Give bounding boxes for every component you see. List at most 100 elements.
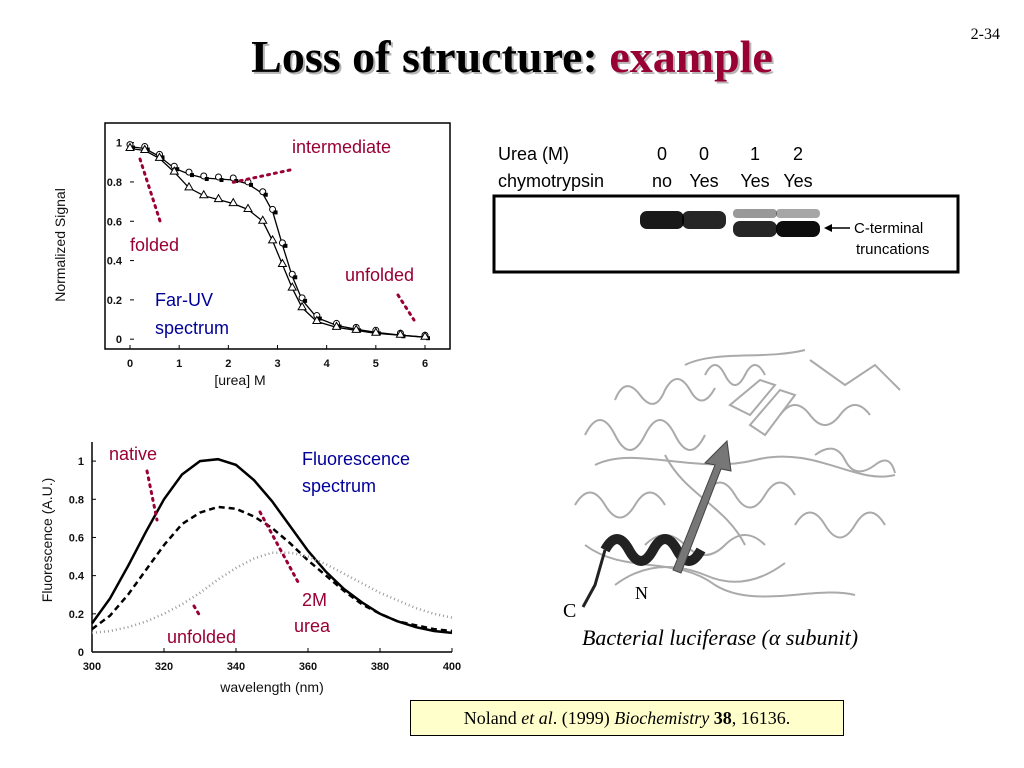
y-tick-label: 0 bbox=[78, 647, 84, 659]
data-point-triangle bbox=[267, 234, 278, 244]
x-tick-label: 380 bbox=[371, 661, 389, 673]
x-tick-label: 340 bbox=[227, 661, 245, 673]
citation-author: Noland bbox=[463, 708, 517, 728]
fluorescence-xlabel: wavelength (nm) bbox=[219, 679, 324, 695]
gel-band-truncation bbox=[776, 221, 820, 237]
annotation-2m-line2: urea bbox=[294, 616, 331, 636]
annotation-unfolded: unfolded bbox=[345, 265, 414, 285]
data-point-triangle bbox=[125, 142, 135, 152]
gel-figure: Urea (M) chymotrypsin 0 no 0 Yes 1 Yes 2… bbox=[492, 144, 960, 274]
structure-caption: Bacterial luciferase (α subunit) bbox=[581, 625, 859, 650]
gel-band-upper bbox=[776, 209, 820, 218]
data-point-triangle bbox=[297, 301, 307, 311]
far-uv-chart: 0 1 2 3 4 5 600.20.40.60.81 Normalized Signal … bbox=[52, 122, 451, 388]
data-point-triangle bbox=[139, 144, 150, 154]
data-point-triangle bbox=[243, 203, 253, 212]
x-tick-label: 400 bbox=[443, 661, 461, 673]
title-accent: example bbox=[609, 31, 773, 82]
data-point-triangle bbox=[198, 189, 209, 199]
x-tick-label: 0 bbox=[127, 358, 133, 370]
folded-pointer bbox=[138, 157, 162, 223]
fluor-unfolded-pointer bbox=[192, 604, 202, 618]
series-line-2 bbox=[91, 505, 453, 633]
gel-frame bbox=[492, 194, 960, 274]
highlighted-beta-strand bbox=[672, 439, 732, 574]
x-tick-label: 3 bbox=[274, 358, 280, 370]
citation-year: . (1999) bbox=[552, 708, 610, 728]
data-point-square bbox=[219, 178, 224, 183]
annotation-fluor-unfolded: unfolded bbox=[167, 627, 236, 647]
slide-number: 2-34 bbox=[970, 26, 1000, 43]
citation-et-al: et al bbox=[521, 708, 553, 728]
gel-urea-label: Urea (M) bbox=[498, 144, 569, 164]
y-tick-label: 0.8 bbox=[107, 177, 122, 189]
2m-pointer bbox=[258, 510, 300, 584]
lane-4-chymotrypsin: Yes bbox=[783, 171, 812, 191]
fluorescence-chart: 300 320 340 360 380 400 0 0.2 0.4 0.6 0.8 1 Fluores… bbox=[39, 442, 461, 695]
data-point-triangle bbox=[420, 331, 430, 340]
citation-box: Noland et al. (1999) Biochemistry 38, 16… bbox=[410, 700, 844, 736]
data-point-triangle bbox=[351, 324, 362, 333]
y-tick-label: 0.2 bbox=[107, 295, 122, 307]
data-point-triangle bbox=[228, 197, 239, 207]
data-point-square bbox=[263, 192, 268, 197]
y-tick-label: 0.2 bbox=[69, 609, 84, 621]
data-point-square bbox=[303, 298, 308, 303]
data-point-triangle bbox=[154, 152, 165, 161]
citation-pages: , 16136. bbox=[731, 708, 791, 728]
lane-4-urea: 2 bbox=[793, 144, 803, 164]
annotation-fluor-line1: Fluorescence bbox=[302, 449, 410, 469]
data-point-triangle bbox=[213, 193, 224, 203]
data-point-square bbox=[175, 167, 180, 172]
data-point-square bbox=[160, 155, 165, 160]
intermediate-pointer bbox=[228, 168, 292, 185]
gel-band-truncation bbox=[733, 221, 777, 237]
x-tick-label: 300 bbox=[83, 661, 101, 673]
data-point-square bbox=[317, 316, 322, 321]
data-point-square bbox=[283, 243, 288, 248]
y-tick-label: 0.8 bbox=[69, 494, 84, 506]
title-main: Loss of structure: bbox=[251, 31, 598, 82]
data-point-triangle bbox=[311, 315, 322, 324]
citation-journal: Biochemistry bbox=[614, 708, 710, 728]
x-tick-label: 5 bbox=[373, 358, 379, 370]
far-uv-xlabel: [urea] M bbox=[214, 372, 265, 388]
c-terminal-tail bbox=[581, 549, 607, 608]
data-point-triangle bbox=[277, 258, 288, 267]
annotation-fluor-line2: spectrum bbox=[302, 476, 376, 496]
gel-chymotrypsin-label: chymotrypsin bbox=[498, 171, 604, 191]
y-tick-label: 0.6 bbox=[107, 216, 122, 228]
y-tick-label: 1 bbox=[78, 456, 84, 468]
y-tick-label: 1 bbox=[116, 138, 122, 150]
data-point-triangle bbox=[287, 282, 298, 291]
x-tick-label: 320 bbox=[155, 661, 173, 673]
fluorescence-ylabel: Fluorescence (A.U.) bbox=[39, 478, 55, 602]
citation-volume: 38 bbox=[713, 708, 732, 728]
gel-band-upper bbox=[733, 209, 777, 218]
data-point-triangle bbox=[370, 327, 381, 336]
data-point-triangle bbox=[395, 329, 406, 338]
band-label-line1: C-terminal bbox=[854, 220, 923, 237]
x-tick-label: 360 bbox=[299, 661, 317, 673]
data-point-triangle bbox=[257, 215, 268, 224]
y-tick-label: 0.6 bbox=[69, 532, 84, 544]
y-tick-label: 0 bbox=[116, 334, 122, 346]
slide-title: Loss of structure: example bbox=[0, 30, 1024, 83]
y-tick-label: 0.4 bbox=[69, 571, 85, 583]
data-point-triangle bbox=[184, 181, 194, 191]
annotation-intermediate: intermediate bbox=[292, 137, 391, 157]
data-point-square bbox=[145, 147, 150, 152]
data-point-square bbox=[273, 210, 278, 215]
lane-1-urea: 0 bbox=[657, 144, 667, 164]
c-terminus-label: C bbox=[563, 600, 576, 622]
series-line-1 bbox=[90, 457, 453, 635]
unfolded-pointer bbox=[396, 293, 416, 322]
x-tick-label: 1 bbox=[176, 358, 182, 370]
series-line-2 bbox=[129, 147, 426, 338]
annotation-native: native bbox=[109, 444, 157, 464]
data-point-triangle bbox=[169, 166, 180, 175]
data-point-square bbox=[131, 145, 135, 150]
x-tick-label: 6 bbox=[422, 358, 428, 370]
data-point-square bbox=[249, 182, 253, 187]
band-label-line2: truncations bbox=[856, 241, 929, 258]
